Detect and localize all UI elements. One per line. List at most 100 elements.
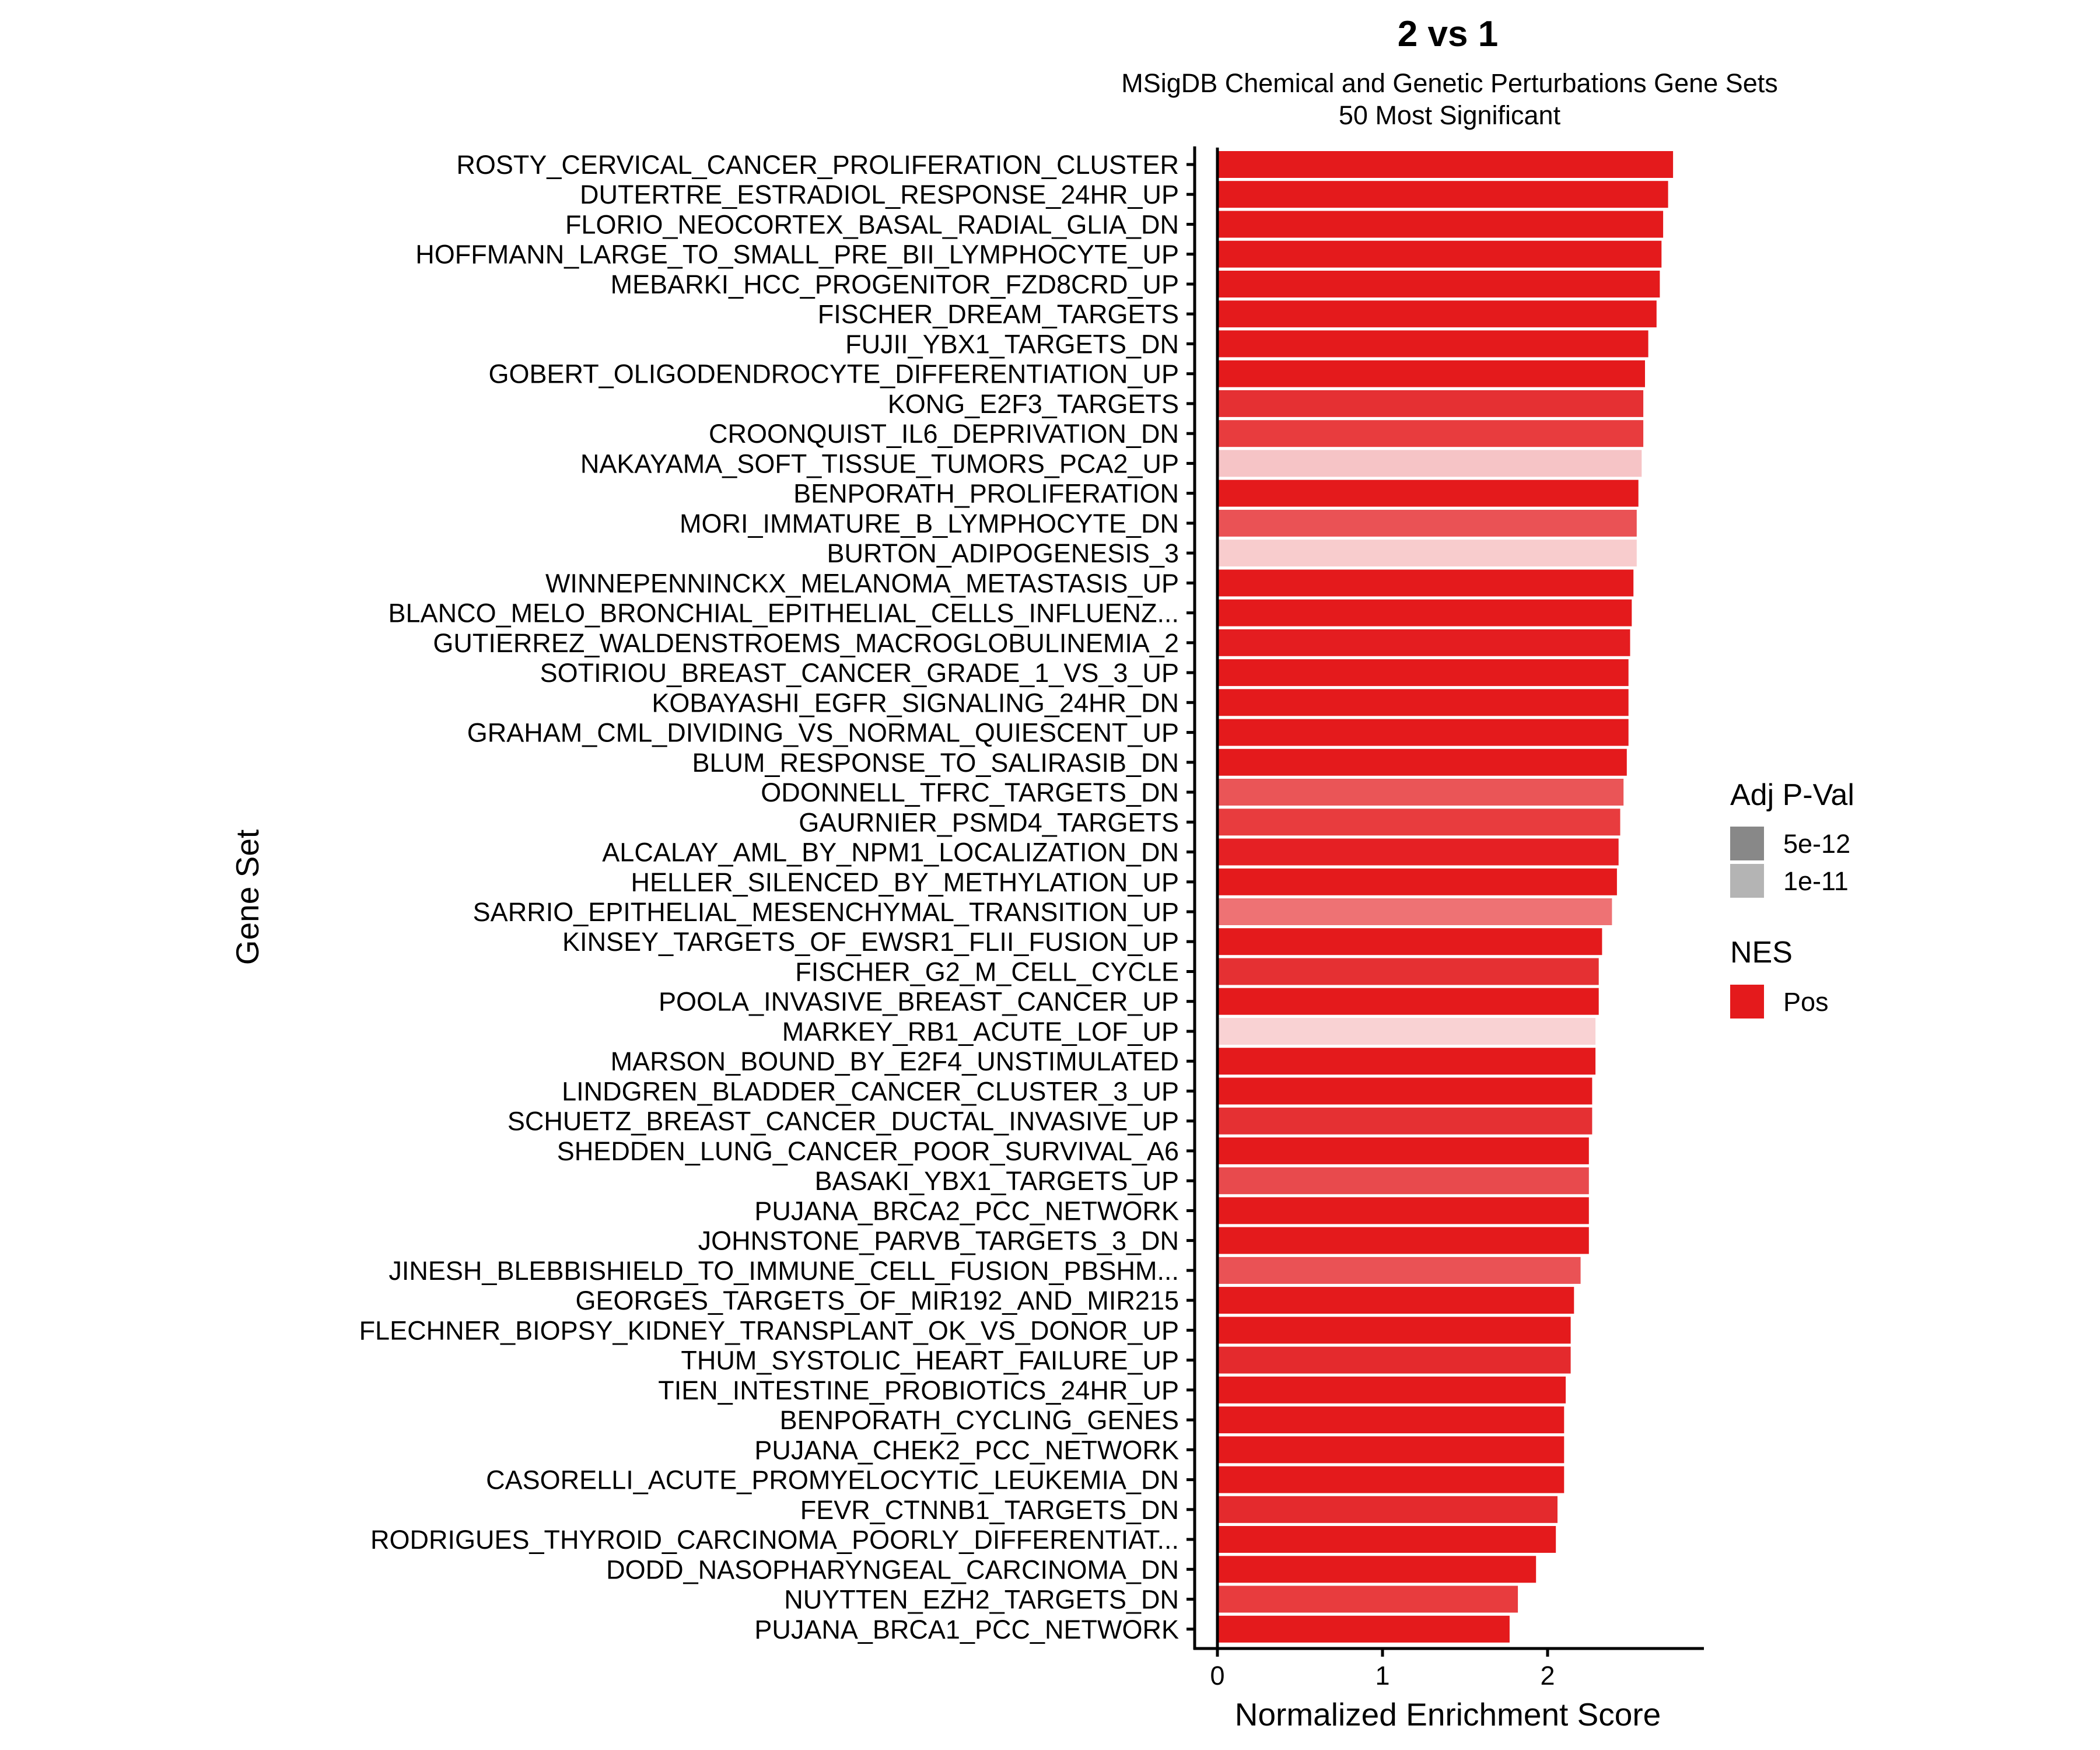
y-tick-label: NAKAYAMA_SOFT_TISSUE_TUMORS_PCA2_UP (580, 449, 1179, 478)
y-tick-label: FEVR_CTNNB1_TARGETS_DN (800, 1495, 1179, 1525)
y-tick-label: KOBAYASHI_EGFR_SIGNALING_24HR_DN (652, 688, 1179, 718)
bar (1217, 1526, 1556, 1553)
bar (1217, 271, 1660, 298)
bar (1217, 1615, 1510, 1643)
legend-nes-title: NES (1730, 936, 1793, 970)
bar (1217, 898, 1612, 925)
y-tick-label: FISCHER_DREAM_TARGETS (818, 299, 1179, 329)
bar (1217, 838, 1619, 866)
y-tick-label: FLORIO_NEOCORTEX_BASAL_RADIAL_GLIA_DN (565, 210, 1179, 240)
legend-nes: NES Pos (1730, 936, 1829, 1019)
y-tick-label: DODD_NASOPHARYNGEAL_CARCINOMA_DN (606, 1555, 1179, 1584)
y-tick-label: POOLA_INVASIVE_BREAST_CANCER_UP (659, 987, 1179, 1017)
legend-label-5e-12: 5e-12 (1783, 829, 1850, 859)
y-tick-label: BLUM_RESPONSE_TO_SALIRASIB_DN (692, 748, 1179, 778)
x-axis-title: Normalized Enrichment Score (1235, 1696, 1661, 1732)
y-tick-label: MARSON_BOUND_BY_E2F4_UNSTIMULATED (611, 1046, 1179, 1076)
bar (1217, 1586, 1518, 1613)
y-tick-label: BLANCO_MELO_BRONCHIAL_EPITHELIAL_CELLS_I… (388, 598, 1179, 628)
bar (1217, 1287, 1574, 1314)
y-tick-label: MEBARKI_HCC_PROGENITOR_FZD8CRD_UP (611, 270, 1179, 299)
bar (1217, 868, 1617, 895)
y-tick-label: BASAKI_YBX1_TARGETS_UP (815, 1166, 1179, 1196)
legend-swatch-pos (1730, 985, 1764, 1019)
y-tick-label: FISCHER_G2_M_CELL_CYCLE (795, 957, 1179, 987)
y-tick-label: SOTIRIOU_BREAST_CANCER_GRADE_1_VS_3_UP (540, 658, 1179, 688)
legend-swatch-5e-12 (1730, 827, 1764, 860)
bar (1217, 450, 1642, 477)
y-tick-label: MARKEY_RB1_ACUTE_LOF_UP (782, 1017, 1179, 1046)
y-tick-label: GAURNIER_PSMD4_TARGETS (799, 807, 1179, 837)
y-tick-labels: ROSTY_CERVICAL_CANCER_PROLIFERATION_CLUS… (359, 150, 1179, 1644)
bar (1217, 1317, 1571, 1344)
bar (1217, 928, 1602, 956)
y-tick-label: ROSTY_CERVICAL_CANCER_PROLIFERATION_CLUS… (456, 150, 1179, 180)
legend-label-pos: Pos (1783, 987, 1829, 1017)
y-tick-label: CROONQUIST_IL6_DEPRIVATION_DN (709, 419, 1179, 449)
bar (1217, 420, 1644, 447)
y-tick-label: PUJANA_CHEK2_PCC_NETWORK (754, 1435, 1179, 1465)
y-tick-label: GUTIERREZ_WALDENSTROEMS_MACROGLOBULINEMI… (433, 628, 1179, 658)
y-tick-label: LINDGREN_BLADDER_CANCER_CLUSTER_3_UP (562, 1076, 1179, 1106)
y-tick-label: JOHNSTONE_PARVB_TARGETS_3_DN (698, 1226, 1179, 1256)
legend-swatch-1e-11 (1730, 864, 1764, 898)
bar (1217, 689, 1629, 716)
bar (1217, 1137, 1589, 1164)
bar (1217, 569, 1634, 597)
y-tick-label: CASORELLI_ACUTE_PROMYELOCYTIC_LEUKEMIA_D… (486, 1465, 1179, 1495)
y-tick-label: WINNEPENNINCKX_MELANOMA_METASTASIS_UP (545, 568, 1179, 598)
y-tick-label: KINSEY_TARGETS_OF_EWSR1_FLII_FUSION_UP (562, 927, 1179, 957)
bar (1217, 1436, 1564, 1464)
bar (1217, 599, 1632, 626)
y-tick-label: KONG_E2F3_TARGETS (888, 389, 1179, 419)
bar (1217, 1077, 1592, 1105)
chart-subtitle-line-2: 50 Most Significant (1339, 100, 1561, 130)
y-tick-label: MORI_IMMATURE_B_LYMPHOCYTE_DN (680, 509, 1179, 538)
y-tick-label: JINESH_BLEBBISHIELD_TO_IMMUNE_CELL_FUSIO… (388, 1256, 1179, 1286)
bar (1217, 300, 1657, 328)
chart-title: 2 vs 1 (1398, 14, 1498, 54)
bar (1217, 1048, 1596, 1075)
y-tick-label: GRAHAM_CML_DIVIDING_VS_NORMAL_QUIESCENT_… (467, 718, 1179, 748)
bar (1217, 719, 1629, 746)
bar (1217, 1556, 1536, 1583)
bar (1217, 509, 1637, 537)
bar (1217, 390, 1644, 417)
bar (1217, 330, 1648, 358)
y-tick-label: ODONNELL_TFRC_TARGETS_DN (761, 778, 1179, 807)
bar (1217, 211, 1664, 238)
bar (1217, 1406, 1564, 1434)
y-tick-label: FLECHNER_BIOPSY_KIDNEY_TRANSPLANT_OK_VS_… (359, 1315, 1179, 1345)
bar (1217, 659, 1629, 687)
y-tick-label: SARRIO_EPITHELIAL_MESENCHYMAL_TRANSITION… (473, 897, 1179, 927)
x-tick-label: 2 (1540, 1661, 1555, 1690)
bar (1217, 1376, 1566, 1404)
x-tick-label: 1 (1375, 1661, 1390, 1690)
y-tick-label: BURTON_ADIPOGENESIS_3 (827, 538, 1179, 568)
bar (1217, 1496, 1558, 1523)
y-tick-label: GOBERT_OLIGODENDROCYTE_DIFFERENTIATION_U… (488, 359, 1179, 389)
bar (1217, 151, 1674, 178)
bar (1217, 1466, 1564, 1493)
y-tick-label: PUJANA_BRCA2_PCC_NETWORK (754, 1196, 1179, 1226)
bar (1217, 629, 1630, 656)
y-axis-title: Gene Set (229, 830, 265, 965)
x-tick-label: 0 (1210, 1661, 1224, 1690)
chart-subtitle-line-1: MSigDB Chemical and Genetic Perturbation… (1121, 68, 1778, 98)
y-tick-label: SHEDDEN_LUNG_CANCER_POOR_SURVIVAL_A6 (557, 1136, 1179, 1166)
y-tick-label: THUM_SYSTOLIC_HEART_FAILURE_UP (681, 1346, 1179, 1376)
bar (1217, 540, 1637, 567)
y-tick-label: HOFFMANN_LARGE_TO_SMALL_PRE_BII_LYMPHOCY… (415, 240, 1179, 270)
bar (1217, 748, 1627, 776)
bar (1217, 1107, 1592, 1135)
y-tick-label: SCHUETZ_BREAST_CANCER_DUCTAL_INVASIVE_UP (508, 1107, 1179, 1136)
bar (1217, 1197, 1589, 1224)
bar (1217, 1346, 1571, 1374)
bar (1217, 240, 1662, 268)
y-tick-label: TIEN_INTESTINE_PROBIOTICS_24HR_UP (658, 1376, 1179, 1405)
y-tick-label: BENPORATH_PROLIFERATION (793, 479, 1179, 509)
y-tick-label: RODRIGUES_THYROID_CARCINOMA_POORLY_DIFFE… (370, 1525, 1179, 1555)
y-tick-label: HELLER_SILENCED_BY_METHYLATION_UP (631, 867, 1180, 897)
bar (1217, 779, 1624, 806)
